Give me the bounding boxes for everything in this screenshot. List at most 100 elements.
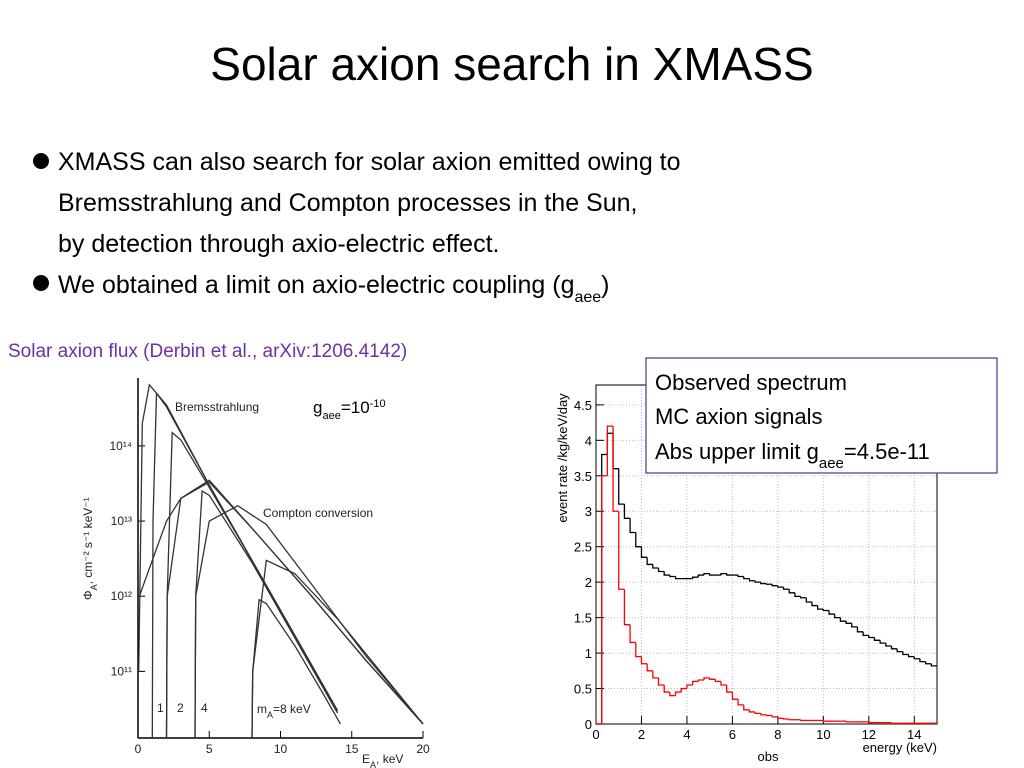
y-axis-label: event rate /kg/keV/day	[555, 393, 570, 523]
y-tick-label: 0	[585, 717, 592, 732]
hist-bin	[794, 592, 801, 597]
hist-bin	[606, 432, 614, 455]
hist-bin	[601, 475, 608, 724]
flux-curve	[165, 481, 424, 739]
annotation: Compton conversion	[263, 506, 373, 520]
hist-bin	[919, 658, 926, 663]
hist-bin	[720, 572, 727, 576]
x-tick-label: 5	[206, 742, 213, 756]
bullet-dot	[33, 275, 49, 291]
bullet-text: We obtained a limit on axio-electric cou…	[58, 271, 610, 306]
label: Abs upper limit gaee=4.5e-11	[655, 439, 930, 472]
hist-bin	[657, 677, 665, 686]
bullet-sub: aee	[574, 289, 601, 306]
x-tick-label: 10	[816, 727, 830, 742]
hist-bin	[606, 425, 614, 476]
flux-curve	[165, 431, 339, 739]
hist-bin	[640, 546, 648, 558]
hist-bin	[765, 583, 773, 585]
hist-bin	[890, 645, 898, 650]
bullet-text: by detection through axio-electric effec…	[58, 230, 499, 258]
label-main: g	[313, 398, 322, 417]
label: gaee=10-10	[313, 398, 386, 422]
hist-bin	[674, 691, 682, 696]
hist-bin	[856, 626, 864, 633]
hist-bin	[828, 610, 835, 615]
hist-bin	[822, 609, 830, 612]
flux-curve	[194, 504, 424, 739]
y-tick-label: 3.5	[574, 469, 592, 484]
y-tick-label: 1	[585, 646, 592, 661]
hist-bin	[754, 711, 761, 715]
hist-bin	[782, 718, 790, 720]
y-tick-label: 1.5	[574, 611, 592, 626]
bullet-dot	[33, 153, 49, 169]
hist-bin	[703, 572, 710, 576]
hist-bin	[754, 580, 761, 583]
label-sub: A	[267, 710, 273, 720]
hist-bin	[907, 654, 915, 658]
hist-bin	[748, 578, 756, 582]
bullet-after: )	[601, 271, 609, 299]
hist-bin	[771, 584, 778, 587]
x-tick-label: 20	[416, 742, 430, 756]
hist-bin	[788, 719, 795, 721]
label-sub: A	[370, 760, 376, 768]
hist-bin	[851, 623, 858, 628]
label-main: Abs upper limit g	[655, 439, 819, 464]
label: EA, keV	[362, 752, 403, 768]
y-tick-label: 2.5	[574, 540, 592, 555]
hist-bin	[697, 679, 704, 682]
hist-bin	[680, 687, 687, 693]
x-axis-label: energy (keV)	[863, 740, 937, 755]
hist-bin	[709, 677, 716, 680]
hist-bin	[748, 709, 756, 713]
hist-bin	[669, 692, 676, 697]
mass-label: 4	[201, 701, 208, 715]
hist-bin	[686, 684, 693, 689]
stat-label: obs	[758, 749, 779, 764]
x-tick-label: 0	[135, 742, 142, 756]
hist-bin	[930, 663, 937, 667]
hist-bin	[799, 719, 807, 722]
hist-bin	[782, 587, 790, 590]
hist-bin	[896, 648, 903, 653]
hist-bin	[646, 557, 653, 566]
label-main: E	[362, 752, 370, 766]
x-tick-label: 10	[274, 742, 288, 756]
hist-bin	[709, 573, 716, 576]
hist-bin	[760, 582, 767, 585]
hist-bin	[788, 589, 795, 594]
hist-bin	[618, 511, 625, 590]
x-tick-label: 0	[592, 727, 599, 742]
hist-bin	[862, 631, 869, 636]
hist-bin	[714, 679, 722, 683]
hist-bin	[663, 684, 670, 693]
hist-bin	[669, 575, 676, 578]
hist-bin	[726, 684, 733, 693]
hist-bin	[839, 617, 847, 622]
hist-bin	[726, 573, 733, 576]
legend-entry: MC axion signals	[655, 404, 823, 429]
hist-bin	[635, 532, 642, 548]
y-tick-label: 3	[585, 504, 592, 519]
bullet-text: XMASS can also search for solar axion em…	[58, 148, 681, 176]
label-after: , keV	[376, 752, 403, 766]
hist-bin	[623, 504, 631, 519]
label-sub: A	[89, 584, 99, 590]
hist-bin	[737, 699, 744, 706]
hist-bin	[657, 567, 665, 573]
x-tick-label: 12	[862, 727, 876, 742]
hist-bin	[601, 453, 608, 724]
hist-bin	[777, 585, 784, 588]
label-main: m	[257, 702, 267, 716]
x-tick-label: 8	[774, 727, 781, 742]
hist-bin	[635, 642, 642, 658]
figure-caption: Solar axion flux (Derbin et al., arXiv:1…	[8, 341, 407, 362]
hist-bin	[731, 692, 739, 700]
hist-bin	[805, 597, 812, 603]
hist-bin	[629, 518, 636, 534]
x-tick-label: 15	[345, 742, 359, 756]
hist-bin	[822, 720, 830, 722]
slide-title: Solar axion search in XMASS	[210, 38, 813, 90]
